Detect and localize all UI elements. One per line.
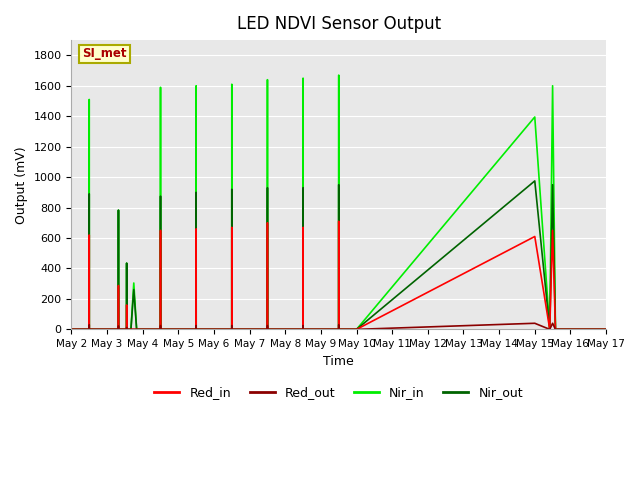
Red_in	[231, 326, 239, 332]
Red_out	[602, 326, 610, 332]
Red_in	[68, 326, 76, 332]
Red_out	[531, 320, 539, 326]
Text: SI_met: SI_met	[82, 48, 127, 60]
Nir_out	[531, 178, 539, 184]
Nir_in	[300, 326, 307, 332]
Red_in	[264, 220, 271, 226]
Red_out	[68, 326, 76, 332]
Nir_out	[602, 326, 610, 332]
Line: Red_out: Red_out	[72, 323, 606, 329]
Line: Nir_in: Nir_in	[72, 75, 606, 329]
Red_out	[353, 326, 360, 332]
Nir_in	[228, 82, 236, 87]
Red_out	[123, 326, 131, 332]
Title: LED NDVI Sensor Output: LED NDVI Sensor Output	[237, 15, 441, 33]
Red_out	[302, 326, 310, 332]
Line: Nir_out: Nir_out	[72, 181, 606, 329]
Nir_out	[68, 326, 76, 332]
Red_in	[123, 326, 131, 332]
Nir_out	[83, 326, 90, 332]
Nir_in	[83, 326, 90, 332]
Legend: Red_in, Red_out, Nir_in, Nir_out: Red_in, Red_out, Nir_in, Nir_out	[149, 381, 528, 404]
Red_in	[602, 326, 610, 332]
Red_out	[264, 323, 271, 328]
Red_in	[260, 326, 268, 332]
Nir_in	[602, 326, 610, 332]
Nir_in	[260, 326, 268, 332]
Red_in	[302, 326, 310, 332]
Nir_out	[300, 326, 307, 332]
Y-axis label: Output (mV): Output (mV)	[15, 146, 28, 224]
Red_out	[260, 326, 268, 332]
Nir_in	[68, 326, 76, 332]
Nir_in	[264, 77, 271, 83]
Nir_out	[228, 186, 236, 192]
Red_out	[231, 326, 239, 332]
Nir_in	[157, 326, 164, 332]
X-axis label: Time: Time	[323, 355, 354, 368]
Red_in	[353, 326, 360, 332]
Red_in	[335, 218, 342, 224]
Line: Red_in: Red_in	[72, 221, 606, 329]
Nir_out	[260, 326, 268, 332]
Nir_out	[157, 326, 164, 332]
Nir_in	[335, 72, 342, 78]
Nir_out	[264, 185, 271, 191]
